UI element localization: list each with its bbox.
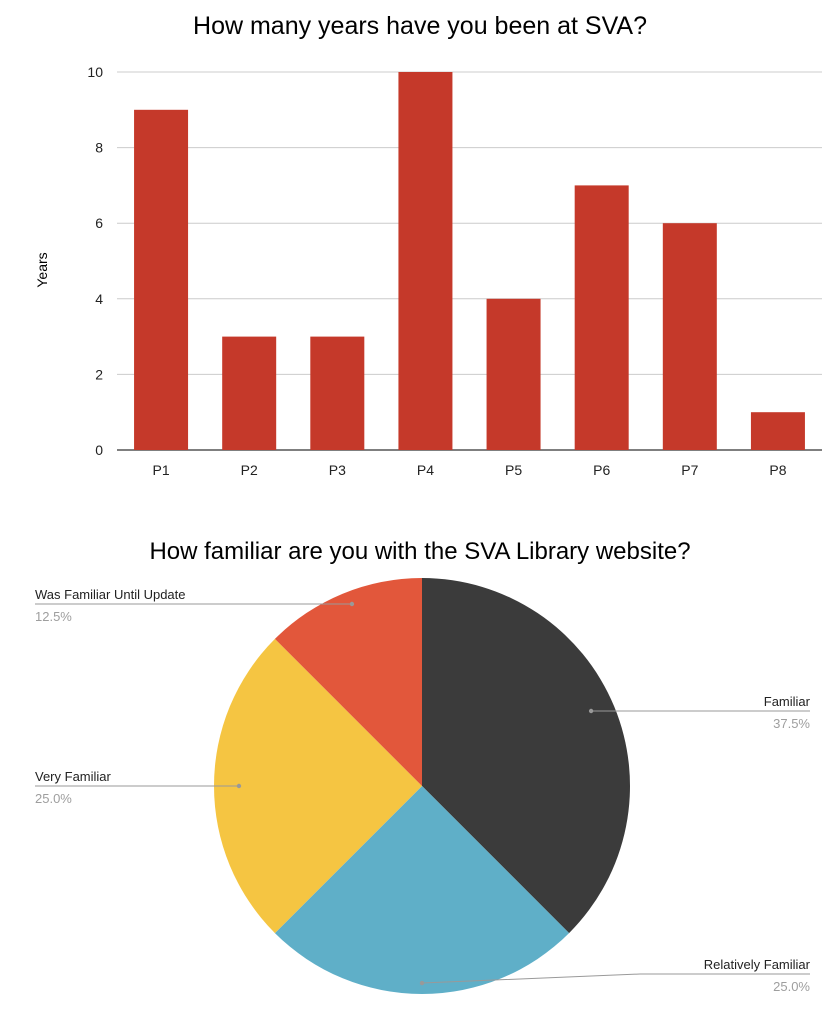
x-tick-label: P8 xyxy=(769,462,786,478)
pie-slice-relatively-familiar xyxy=(274,786,570,995)
pie-percent-label: 12.5% xyxy=(35,609,72,624)
bar-p4 xyxy=(398,72,453,450)
bar-p7 xyxy=(662,223,717,450)
bar-chart-title: How many years have you been at SVA? xyxy=(193,12,647,40)
y-axis-title: Years xyxy=(34,252,50,287)
pie-chart-title: How familiar are you with the SVA Librar… xyxy=(149,538,691,565)
pie-percent-label: 25.0% xyxy=(773,979,810,994)
x-tick-label: P5 xyxy=(505,462,522,478)
bar-p3 xyxy=(310,336,365,450)
leader-dot xyxy=(419,980,425,986)
y-tick-label: 2 xyxy=(95,366,103,382)
y-tick-label: 6 xyxy=(95,215,103,231)
bar-chart: 0 2 4 6 8 10 Years P1 P2 P3 P4 P5 P6 P7 P8 xyxy=(34,64,822,478)
x-tick-label: P2 xyxy=(241,462,258,478)
x-tick-label: P7 xyxy=(681,462,698,478)
x-tick-label: P1 xyxy=(153,462,170,478)
y-tick-label: 4 xyxy=(95,291,103,307)
x-tick-label: P3 xyxy=(329,462,346,478)
y-tick-label: 8 xyxy=(95,140,103,156)
bar-p1 xyxy=(134,109,189,451)
bar-p6 xyxy=(574,185,629,450)
leader-dot xyxy=(349,601,355,607)
pie-label: Was Familiar Until Update xyxy=(35,587,186,602)
pie-label: Familiar xyxy=(764,694,811,709)
pie-label: Very Familiar xyxy=(35,769,112,784)
x-tick-label: P4 xyxy=(417,462,434,478)
bar-p8 xyxy=(750,412,805,450)
leader-dot xyxy=(588,708,594,714)
pie-slice-very-familiar xyxy=(214,638,422,934)
y-tick-label: 0 xyxy=(95,442,103,458)
pie-percent-label: 25.0% xyxy=(35,791,72,806)
bar-p5 xyxy=(486,298,541,450)
pie-slice-was-familiar-until-update xyxy=(274,578,422,786)
y-tick-label: 10 xyxy=(87,64,103,80)
leader-line xyxy=(421,973,810,984)
leader-dot xyxy=(236,783,242,789)
pie-slice-familiar xyxy=(422,578,630,934)
bar-p2 xyxy=(222,336,277,450)
pie-percent-label: 37.5% xyxy=(773,716,810,731)
x-tick-label: P6 xyxy=(593,462,610,478)
pie-label: Relatively Familiar xyxy=(704,957,811,972)
